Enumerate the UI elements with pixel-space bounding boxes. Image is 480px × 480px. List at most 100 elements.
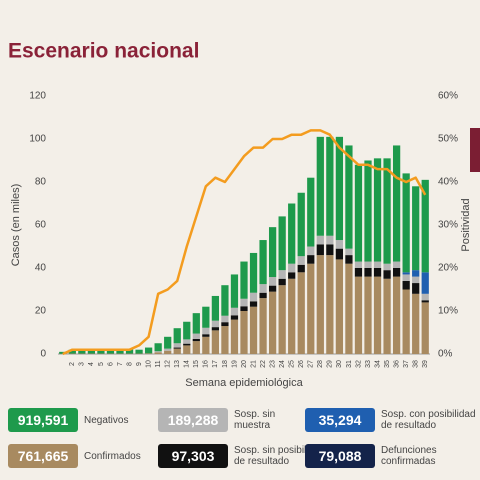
bar-segment (316, 136, 324, 236)
x-tick-label: 2 (69, 362, 76, 366)
bar-segment (402, 274, 410, 281)
bar-segment (144, 347, 153, 354)
bar-segment (240, 298, 248, 307)
bar-segment (335, 259, 344, 354)
bar-segment (154, 343, 162, 352)
bar-segment (307, 255, 315, 264)
bar-segment (68, 349, 76, 354)
legend-item: 761,665 Confirmados (8, 444, 154, 468)
x-tick-label: 28 (317, 360, 324, 368)
bar-segment (383, 278, 391, 354)
bar-segment (297, 192, 305, 257)
bar-segment (230, 319, 239, 354)
y-tick-label: 40 (35, 263, 47, 274)
bar-segment (230, 307, 239, 316)
legend-total: 761,665 (8, 444, 78, 468)
bar-segment (412, 186, 420, 271)
bar-segment (345, 248, 353, 256)
bar-segment (335, 136, 344, 241)
legend-total: 35,294 (305, 408, 375, 432)
bar-segment (173, 348, 181, 354)
bar-segment (392, 268, 401, 277)
bar-segment (345, 145, 353, 249)
bar-segment (383, 263, 391, 271)
bar-segment (278, 270, 286, 279)
bar-segment (402, 173, 410, 273)
bar-segment (354, 164, 363, 262)
bar-segment (364, 261, 372, 268)
bar-segment (240, 261, 248, 299)
x-tick-label: 30 (336, 360, 343, 368)
bar-segment (144, 353, 153, 354)
x-tick-label: 29 (327, 360, 334, 368)
x-tick-label: 25 (289, 360, 296, 368)
bar-segment (288, 203, 296, 264)
x-tick-label: 27 (308, 360, 315, 368)
x-tick-label: 4 (88, 362, 95, 366)
x-tick-label: 39 (422, 360, 429, 368)
bar-segment (192, 341, 200, 354)
x-tick-label: 36 (393, 360, 400, 368)
bar-segment (383, 270, 391, 279)
bar-segment (307, 246, 315, 256)
legend-item: 79,088 Defunciones confirmadas (305, 444, 480, 468)
legend-label: Confirmados (84, 450, 141, 462)
x-tick-label: 9 (136, 362, 143, 366)
y2-tick-label: 0% (438, 349, 453, 360)
bar-segment (345, 263, 353, 354)
bar-segment (412, 276, 420, 284)
x-tick-label: 24 (279, 360, 286, 368)
x-tick-label: 16 (203, 360, 210, 368)
x-tick-label: 5 (98, 362, 105, 366)
x-tick-label: 22 (260, 360, 267, 368)
bar-segment (192, 313, 200, 334)
bar-segment (364, 268, 372, 277)
x-tick-label: 35 (384, 360, 391, 368)
bar-segment (421, 272, 429, 294)
bar-segment (183, 321, 191, 340)
x-tick-label: 38 (413, 360, 420, 368)
bar-segment (259, 292, 267, 299)
bar-segment (373, 276, 382, 354)
bar-segment (183, 343, 191, 346)
x-tick-label: 26 (298, 360, 305, 368)
x-tick-label: 6 (107, 362, 114, 366)
bar-segment (183, 339, 191, 344)
bar-segment (326, 235, 334, 245)
bar-segment (192, 338, 200, 342)
y-tick-label: 0 (40, 349, 46, 360)
bar-segment (164, 336, 172, 349)
bar-segment (326, 255, 334, 354)
bar-segment (249, 292, 258, 302)
bar-segment (373, 158, 382, 262)
legend-item: 919,591 Negativos (8, 408, 154, 432)
x-tick-label: 23 (269, 360, 276, 368)
y2-tick-label: 50% (438, 134, 458, 145)
y-tick-label: 20 (35, 306, 47, 317)
y-tick-label: 100 (29, 134, 46, 145)
bar-segment (268, 277, 277, 286)
bar-segment (211, 295, 220, 321)
bar-segment (373, 261, 382, 268)
bar-segment (268, 227, 277, 278)
bar-segment (392, 145, 401, 262)
bar-segment (316, 244, 324, 256)
bar-segment (392, 276, 401, 354)
bar-segment (202, 327, 210, 335)
legend-item: 35,294 Sosp. con posibilidad de resultado (305, 408, 480, 432)
y-tick-label: 80 (35, 177, 47, 188)
bar-segment (354, 261, 363, 268)
x-tick-label: 19 (231, 360, 238, 368)
bar-segment (125, 348, 134, 354)
positivity-line (62, 129, 427, 356)
legend-label: Sosp. con posibilidad de resultado (381, 409, 476, 431)
x-tick-label: 7 (117, 362, 124, 366)
x-tick-label: 13 (174, 360, 181, 368)
bar-segment (421, 300, 429, 303)
y-tick-label: 120 (29, 91, 46, 102)
bar-segment (307, 263, 315, 354)
bar-segment (402, 280, 410, 290)
bar-segment (249, 301, 258, 307)
bar-segment (421, 293, 429, 301)
